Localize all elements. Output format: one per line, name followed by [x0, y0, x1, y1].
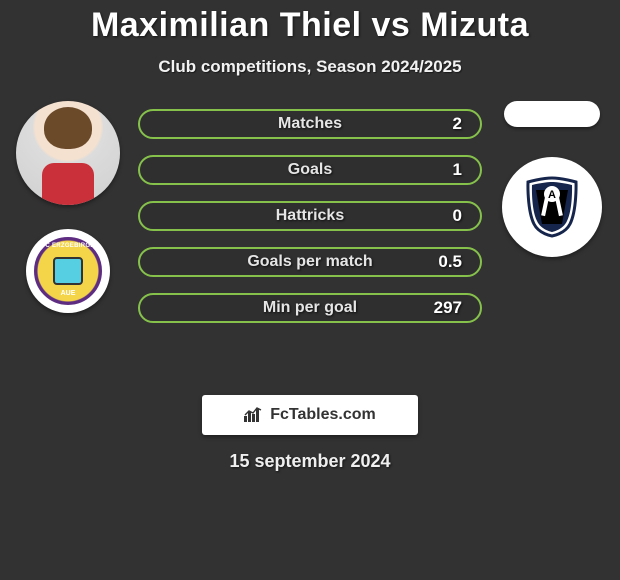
stat-label: Hattricks	[140, 207, 480, 225]
right-player-column: A	[492, 101, 612, 257]
player-photo-right-placeholder	[504, 101, 600, 127]
svg-text:A: A	[548, 189, 556, 201]
stat-row-matches: Matches 2	[138, 109, 482, 139]
club-crest-left	[26, 229, 110, 313]
brand-name: FcTables.com	[270, 406, 376, 424]
stat-row-goals-per-match: Goals per match 0.5	[138, 247, 482, 277]
bar-chart-icon	[244, 406, 264, 425]
stat-label: Matches	[140, 115, 480, 133]
stat-value-right: 0	[453, 206, 462, 226]
page-title: Maximilian Thiel vs Mizuta	[0, 0, 620, 45]
stat-value-right: 0.5	[438, 252, 462, 272]
stat-label: Min per goal	[140, 299, 480, 317]
stat-row-hattricks: Hattricks 0	[138, 201, 482, 231]
left-player-column	[8, 101, 128, 313]
stat-row-min-per-goal: Min per goal 297	[138, 293, 482, 323]
stat-value-right: 1	[453, 160, 462, 180]
club-crest-right: A	[502, 157, 602, 257]
stat-label: Goals per match	[140, 253, 480, 271]
stat-value-right: 297	[434, 298, 462, 318]
page-subtitle: Club competitions, Season 2024/2025	[0, 57, 620, 77]
comparison-card: { "title": "Maximilian Thiel vs Mizuta",…	[0, 0, 620, 580]
player-photo-left	[16, 101, 120, 205]
stat-rows: Matches 2 Goals 1 Hattricks 0 Goals per …	[138, 109, 482, 323]
brand-box[interactable]: FcTables.com	[202, 395, 418, 435]
stat-label: Goals	[140, 161, 480, 179]
stat-value-right: 2	[453, 114, 462, 134]
comparison-content: A Matches 2 Goals 1 Hattricks 0 Goals pe…	[0, 109, 620, 369]
crest-arminia-icon: A	[522, 176, 582, 238]
crest-aue-icon	[34, 237, 102, 305]
stat-row-goals: Goals 1	[138, 155, 482, 185]
footer-date: 15 september 2024	[0, 451, 620, 472]
